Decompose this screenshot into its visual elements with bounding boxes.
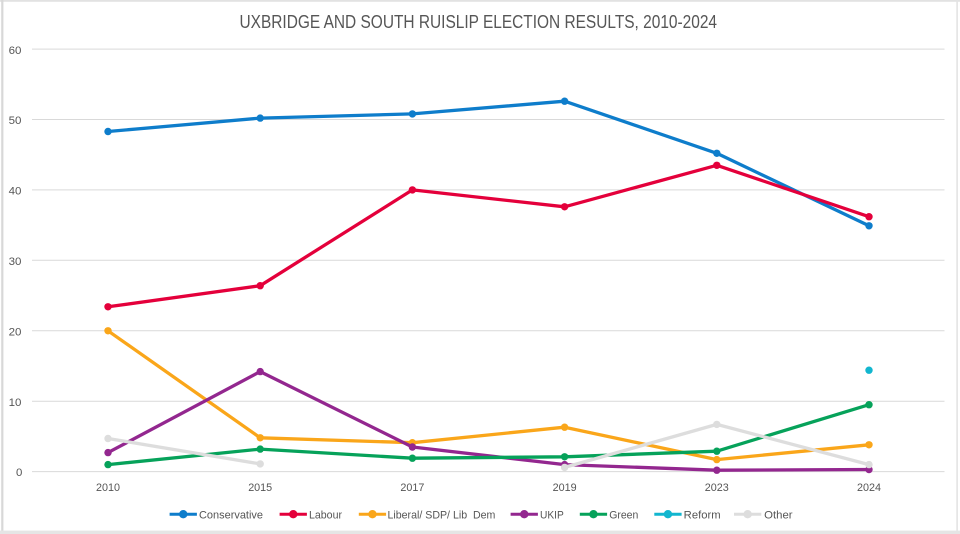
svg-text:2017: 2017 bbox=[400, 482, 424, 494]
svg-text:UXBRIDGE AND SOUTH RUISLIP ELE: UXBRIDGE AND SOUTH RUISLIP ELECTION RESU… bbox=[240, 12, 718, 32]
svg-text:2024: 2024 bbox=[857, 482, 881, 494]
svg-text:2019: 2019 bbox=[553, 482, 577, 494]
svg-text:40: 40 bbox=[9, 186, 22, 198]
svg-text:Other: Other bbox=[764, 509, 793, 521]
svg-text:10: 10 bbox=[9, 397, 22, 409]
svg-text:2023: 2023 bbox=[705, 482, 729, 494]
svg-text:2015: 2015 bbox=[248, 482, 272, 494]
svg-text:2010: 2010 bbox=[96, 482, 120, 494]
svg-text:Conservative: Conservative bbox=[199, 509, 263, 521]
svg-text:Labour: Labour bbox=[309, 509, 342, 521]
svg-text:Reform: Reform bbox=[684, 509, 721, 521]
svg-text:30: 30 bbox=[9, 256, 22, 268]
svg-text:20: 20 bbox=[9, 327, 22, 339]
svg-text:Liberal/ SDP/ Lib Dem: Liberal/ SDP/ Lib Dem bbox=[388, 509, 496, 521]
svg-text:UKIP: UKIP bbox=[540, 509, 564, 521]
svg-text:60: 60 bbox=[9, 45, 22, 57]
svg-text:50: 50 bbox=[9, 115, 22, 127]
svg-text:Green: Green bbox=[609, 509, 638, 521]
svg-text:0: 0 bbox=[16, 467, 22, 479]
